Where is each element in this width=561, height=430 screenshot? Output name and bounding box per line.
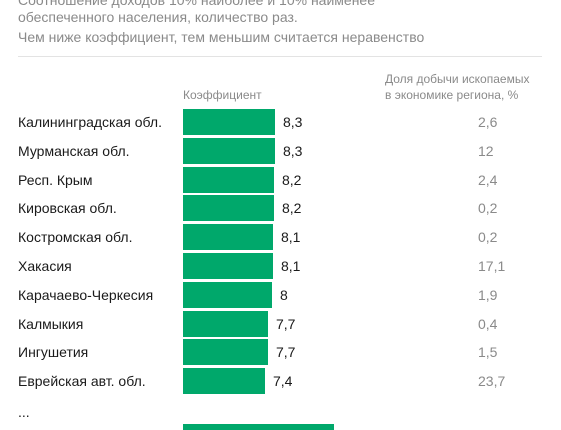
coefficient-value-label: 7,7 [276,344,296,361]
coefficient-value-label: 8,2 [282,171,302,188]
region-label: Кировская обл. [18,200,117,217]
region-label: Костромская обл. [18,229,133,246]
coefficient-bar [183,339,268,366]
coefficient-bar [183,109,275,135]
coefficient-value-label: 8,1 [281,258,301,274]
coefficient-value-label: 7,4 [273,373,293,390]
region-label: Мурманская обл. [18,142,130,159]
coefficient-bar [183,224,273,251]
coefficient-bar [183,253,273,279]
mining-share-value: 2,6 [478,114,498,130]
coefficient-bar [183,166,274,193]
mining-share-value: 0,2 [478,200,498,217]
region-label: Карачаево-Черкесия [18,286,154,303]
coefficient-bar [183,368,265,395]
region-label: Калининградская обл. [18,114,162,130]
next-row-bar-partial [183,424,334,430]
mining-share-header-line-2: в экономике региона, % [385,88,519,102]
mining-share-value: 1,5 [478,344,498,361]
mining-share-value: 0,4 [478,315,498,332]
mining-share-header-line-1: Доля добычи ископаемых [385,72,530,86]
region-label: Калмыкия [18,315,84,332]
region-label: Хакасия [18,258,72,274]
header-divider [18,56,542,57]
subtitle-line-2: обеспеченного населения, количество раз. [18,9,298,25]
coefficient-value-label: 8,1 [281,229,301,246]
coefficient-bar [183,195,274,222]
coefficient-bar [183,310,268,337]
mining-share-value: 23,7 [478,373,506,390]
region-label: Респ. Крым [18,171,93,188]
mining-share-value: 1,9 [478,286,498,303]
more-rows-ellipsis: ... [18,404,30,420]
mining-share-value: 0,2 [478,229,498,246]
subtitle-line-1: Соотношение доходов 10% наиболее и 10% н… [18,0,375,8]
coefficient-column-header: Коэффициент [183,88,262,102]
coefficient-bar [183,137,275,164]
coefficient-value-label: 8,3 [283,142,303,159]
coefficient-bar [183,281,272,308]
region-label: Еврейская авт. обл. [18,373,146,390]
mining-share-value: 17,1 [478,258,506,274]
mining-share-value: 2,4 [478,171,498,188]
subtitle-line-3: Чем ниже коэффициент, тем меньшим считае… [18,29,425,45]
coefficient-value-label: 8,3 [283,114,303,130]
mining-share-value: 12 [478,142,494,159]
coefficient-value-label: 8 [280,286,288,303]
coefficient-value-label: 8,2 [282,200,302,217]
coefficient-value-label: 7,7 [276,315,296,332]
region-label: Ингушетия [18,344,89,361]
